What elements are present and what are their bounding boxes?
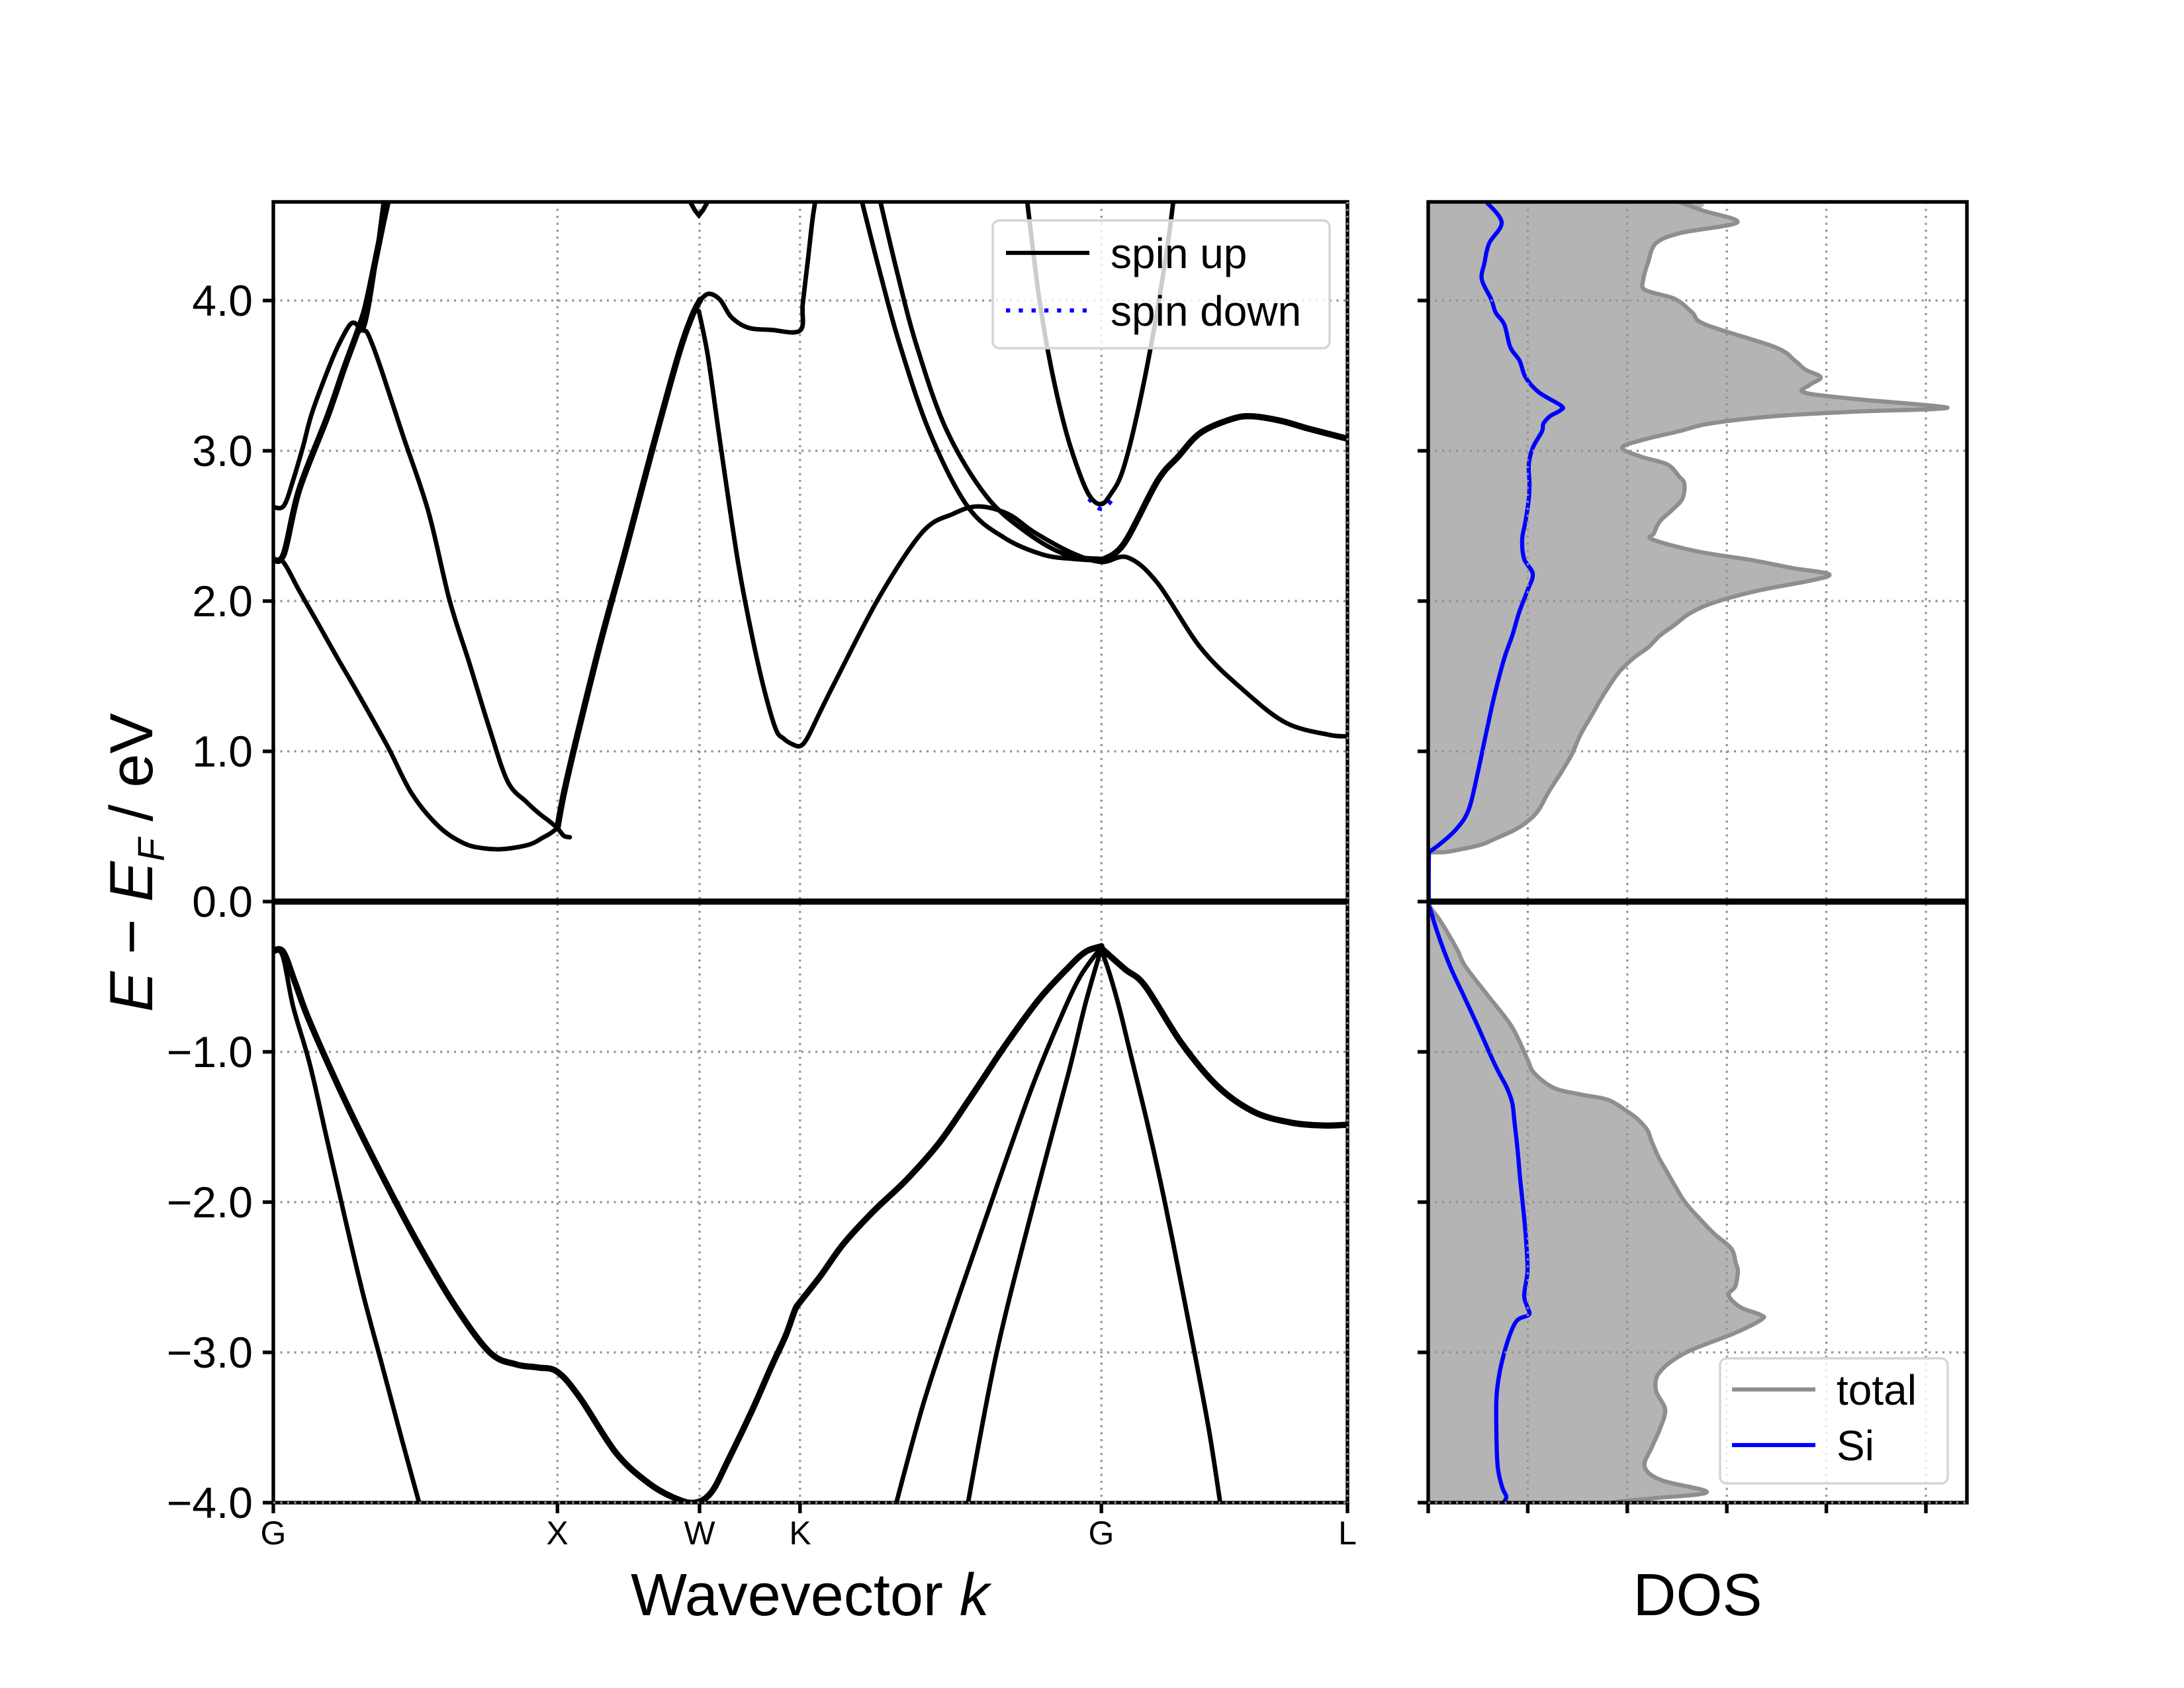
svg-text:−2.0: −2.0 (167, 1178, 253, 1227)
svg-text:E − EF / eV: E − EF / eV (98, 713, 173, 1012)
svg-text:Wavevector k: Wavevector k (631, 1562, 992, 1628)
svg-text:−4.0: −4.0 (167, 1478, 253, 1527)
svg-text:spin down: spin down (1111, 287, 1301, 335)
svg-text:spin up: spin up (1111, 230, 1247, 277)
svg-text:−3.0: −3.0 (167, 1328, 253, 1377)
svg-text:total: total (1837, 1366, 1917, 1414)
svg-text:W: W (684, 1515, 715, 1552)
svg-text:Si: Si (1837, 1422, 1874, 1470)
svg-text:G: G (261, 1515, 287, 1552)
svg-text:DOS: DOS (1633, 1562, 1762, 1628)
svg-text:1.0: 1.0 (192, 727, 253, 776)
svg-text:0.0: 0.0 (192, 877, 253, 926)
svg-text:2.0: 2.0 (192, 577, 253, 626)
svg-text:L: L (1338, 1515, 1357, 1552)
svg-text:X: X (546, 1515, 568, 1552)
svg-text:G: G (1089, 1515, 1115, 1552)
svg-text:4.0: 4.0 (192, 276, 253, 325)
svg-text:K: K (789, 1515, 811, 1552)
svg-text:−1.0: −1.0 (167, 1027, 253, 1076)
svg-text:3.0: 3.0 (192, 426, 253, 475)
